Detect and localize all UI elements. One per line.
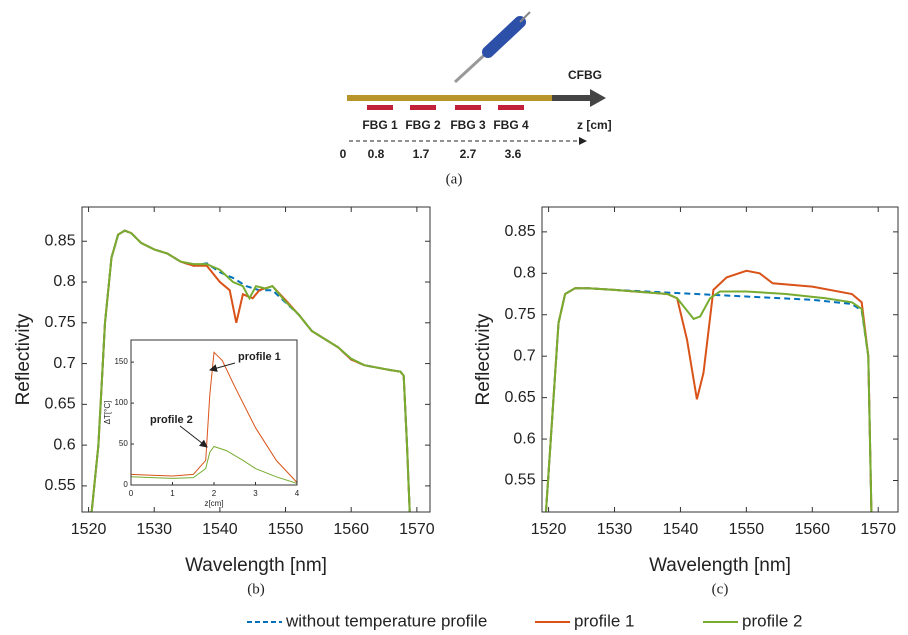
x-tick-label: 3: [253, 489, 258, 498]
series-line: [544, 287, 873, 512]
x-tick-label: 1530: [597, 521, 633, 538]
x-tick-label: 1550: [268, 521, 304, 538]
y-tick-label: 0.8: [513, 265, 535, 282]
position-label: 1.7: [413, 147, 430, 161]
x-tick-label: 0: [129, 489, 134, 498]
annotation: profile 2: [150, 414, 193, 426]
x-tick-label: 1560: [794, 521, 830, 538]
diagram: CFBG FBG 1 FBG 2 FBG 3 FBG 4 z [cm] 0 0.…: [340, 11, 612, 187]
x-tick-label: 1530: [136, 521, 172, 538]
y-tick-label: 0: [123, 480, 128, 489]
plot-frame: [81, 206, 431, 513]
y-tick-label: 0.55: [504, 472, 535, 489]
caption: (b): [247, 581, 265, 597]
y-tick-label: 0.7: [513, 347, 535, 364]
series-line: [544, 269, 873, 512]
y-tick-label: 0.85: [44, 232, 75, 249]
caption: (c): [712, 581, 729, 597]
x-tick-label: 1570: [860, 521, 896, 538]
y-tick-label: 0.55: [44, 477, 75, 494]
y-axis-label: Reflectivity: [13, 313, 34, 405]
y-tick-label: 150: [114, 357, 128, 366]
chart: 1520 1530 1540 1550 1560 1570 0.55 0.6 0.65 0.7 0.…: [473, 206, 899, 597]
chart: 0 1 2 3 4 0 50 100 150 ΔT[°C] z[cm] profile 1 profil…: [103, 339, 300, 508]
y-axis-label: ΔT[°C]: [103, 401, 112, 425]
x-tick-label: 4: [295, 489, 300, 498]
probe-icon: [453, 11, 531, 84]
position-label: 0: [340, 147, 347, 161]
annotation-arrow: [209, 362, 236, 372]
y-tick-label: 50: [119, 439, 128, 448]
grating-label: FBG 4: [493, 118, 529, 132]
x-tick-label: 1540: [202, 521, 238, 538]
x-axis-label: Wavelength [nm]: [649, 555, 791, 576]
series-line: [90, 229, 411, 512]
y-tick-label: 0.7: [53, 355, 75, 372]
position-label: 0.8: [368, 147, 385, 161]
grating: [455, 105, 481, 110]
y-tick-label: 0.75: [504, 306, 535, 323]
fiber-end: [552, 95, 592, 101]
legend-label: without temperature profile: [285, 611, 487, 630]
x-tick-label: 1520: [71, 521, 107, 538]
y-tick-label: 0.65: [44, 396, 75, 413]
series-line: [131, 445, 297, 484]
x-axis-label: z[cm]: [204, 499, 223, 508]
legend-label: profile 1: [574, 611, 634, 630]
caption: (a): [446, 171, 463, 187]
grating-label: FBG 3: [450, 118, 486, 132]
x-tick-label: 1570: [399, 521, 435, 538]
fiber: [347, 95, 552, 101]
x-axis-label: Wavelength [nm]: [185, 555, 327, 576]
x-tick-label: 1: [170, 489, 175, 498]
y-tick-label: 0.75: [44, 314, 75, 331]
grating-label: FBG 1: [362, 118, 398, 132]
axis-label: z [cm]: [577, 118, 612, 132]
x-tick-label: 1560: [333, 521, 369, 538]
grating: [410, 105, 436, 110]
fiber-arrow: [590, 89, 606, 107]
legend-label: profile 2: [742, 611, 802, 630]
grating: [367, 105, 393, 110]
y-tick-label: 0.85: [504, 223, 535, 240]
x-tick-label: 1520: [531, 521, 567, 538]
series-line: [131, 351, 297, 483]
series-line: [90, 229, 411, 512]
x-tick-label: 2: [212, 489, 217, 498]
y-tick-label: 0.65: [504, 389, 535, 406]
chart: 1520 1530 1540 1550 1560 1570 0.55 0.6 0.65 0.7 0.…: [13, 206, 435, 597]
y-tick-label: 0.6: [513, 430, 535, 447]
x-tick-label: 1540: [663, 521, 699, 538]
plot-frame: [541, 206, 899, 513]
y-axis-label: Reflectivity: [473, 313, 494, 405]
y-tick-label: 0.6: [53, 436, 75, 453]
y-tick-label: 0.8: [53, 273, 75, 290]
position-label: 3.6: [505, 147, 522, 161]
grating-label: FBG 2: [405, 118, 441, 132]
x-tick-label: 1550: [729, 521, 765, 538]
position-label: 2.7: [460, 147, 477, 161]
inset-background: [131, 340, 297, 485]
annotation-arrow: [179, 425, 208, 448]
y-tick-label: 100: [114, 398, 128, 407]
annotation: profile 1: [238, 351, 281, 363]
fiber-label: CFBG: [568, 68, 602, 82]
grating: [498, 105, 524, 110]
